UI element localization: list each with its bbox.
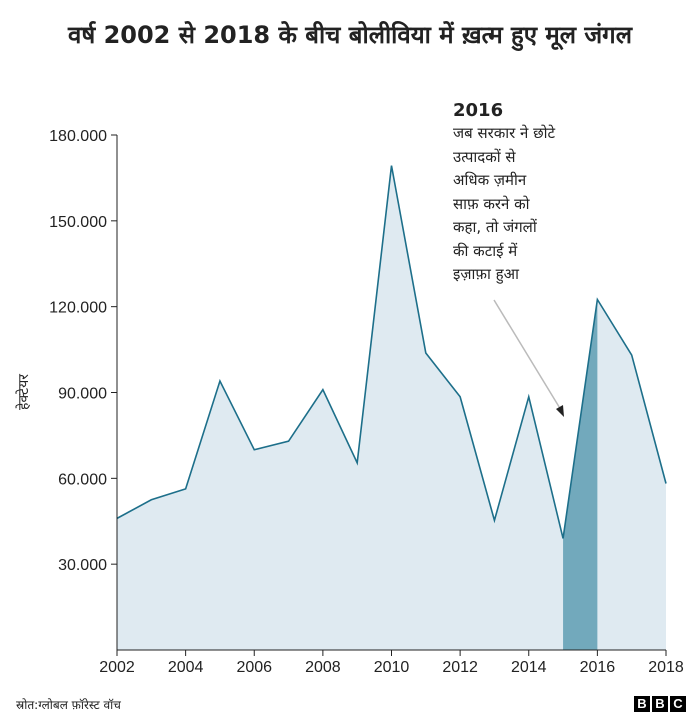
x-tick-label: 2006 [236,659,272,676]
x-tick-label: 2014 [511,659,547,676]
y-tick-label: 150.000 [49,214,107,231]
area-chart: 2002 2004 2006 2008 2010 2012 2014 2016 2018 30.0… [15,128,684,676]
x-tick-label: 2002 [99,659,135,676]
annotation-line: अधिक ज़मीन [453,171,527,189]
annotation-line: उत्पादकों से [453,147,516,166]
y-tick-label: 60.000 [58,471,107,488]
annotation-line: इज़ाफ़ा हुआ [453,265,519,283]
x-tick-label: 2004 [168,659,204,676]
annotation-arrow [493,299,562,411]
annotation-2016: 2016 जब सरकार ने छोटे उत्पादकों से अधिक ज़… [453,100,555,287]
y-tick-label: 180.000 [49,128,107,145]
annotation-line: जब सरकार ने छोटे [453,124,556,142]
highlight-2015-2016 [563,299,598,650]
x-tick-label: 2012 [442,659,478,676]
annotation-year: 2016 [453,100,504,121]
y-tick-label: 90.000 [58,386,107,403]
x-tick-label: 2016 [580,659,616,676]
arrowhead-icon [556,405,564,417]
annotation-line: कहा, तो जंगलों [453,218,537,236]
annotation-line: साफ़ करने को [453,194,530,213]
chart-title: वर्ष 2002 से 2018 के बीच बोलीविया में ख़… [68,21,632,49]
area-fill [117,165,666,650]
x-tick-label: 2010 [374,659,410,676]
y-axis-label: हेक्टेयर [15,374,32,410]
annotation-line: की कटाई में [453,241,518,260]
x-tick-label: 2008 [305,659,341,676]
y-tick-label: 120.000 [49,300,107,317]
x-tick-label: 2018 [648,659,684,676]
source-note: स्रोत:ग्लोबल फ़ॉरेस्ट वॉच [16,698,121,712]
y-tick-label: 30.000 [58,557,107,574]
